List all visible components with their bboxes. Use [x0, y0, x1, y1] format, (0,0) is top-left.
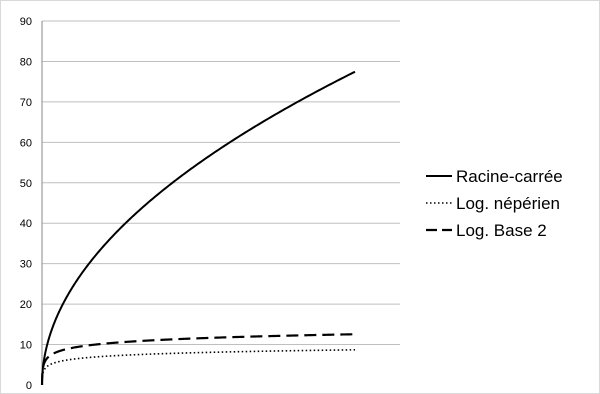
legend-label-log2: Log. Base 2 — [456, 221, 547, 240]
y-tick-label: 70 — [20, 97, 32, 109]
series-line-ln — [41, 349, 356, 386]
y-tick-label: 90 — [20, 16, 32, 28]
y-tick-label: 10 — [20, 340, 32, 352]
series-lines — [40, 70, 356, 386]
y-tick-label: 0 — [26, 380, 32, 392]
legend-label-ln: Log. népérien — [456, 194, 560, 213]
y-tick-label: 20 — [20, 299, 32, 311]
y-tick-label: 60 — [20, 137, 32, 149]
y-tick-label: 40 — [20, 218, 32, 230]
gridlines — [42, 20, 400, 346]
y-tick-label: 50 — [20, 178, 32, 190]
y-tick-label: 30 — [20, 259, 32, 271]
legend-label-sqrt: Racine-carrée — [456, 167, 563, 186]
series-line-log2 — [40, 333, 356, 386]
series-line-sqrt — [41, 70, 356, 382]
y-tick-label: 80 — [20, 56, 32, 68]
y-axis-tick-labels: 0 10 20 30 40 50 60 70 80 90 — [20, 16, 32, 392]
legend: Racine-carrée Log. népérien Log. Base 2 — [426, 167, 563, 240]
